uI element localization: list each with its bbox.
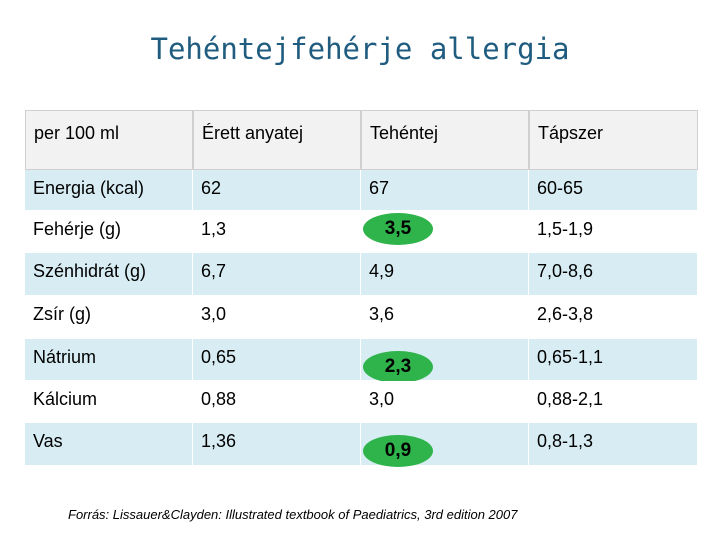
highlighted-value: 2,3 <box>363 351 433 383</box>
table-cell: 3,0 <box>361 381 529 423</box>
table-cell: Vas <box>25 423 193 466</box>
table-cell: 4,9 <box>361 253 529 296</box>
table-cell: 0,65-1,1 <box>529 339 698 381</box>
table-cell: Kálcium <box>25 381 193 423</box>
table-cell: 3,0 <box>193 296 361 339</box>
table-cell: Fehérje (g) <box>25 211 193 253</box>
header-cell: Érett anyatej <box>193 110 361 170</box>
footnote: Forrás: Lissauer&Clayden: Illustrated te… <box>68 507 518 522</box>
table-cell: 0,65 <box>193 339 361 381</box>
table-cell: Zsír (g) <box>25 296 193 339</box>
table-cell: 6,7 <box>193 253 361 296</box>
table-cell: Nátrium <box>25 339 193 381</box>
table-cell: 67 <box>361 170 529 211</box>
highlighted-value: 0,9 <box>363 435 433 467</box>
header-cell: Tehéntej <box>361 110 529 170</box>
table-cell: 1,36 <box>193 423 361 466</box>
table-cell: Szénhidrát (g) <box>25 253 193 296</box>
table: per 100 ml Érett anyatej Tehéntej Tápszer En… <box>25 110 698 467</box>
header-cell: Tápszer <box>529 110 698 170</box>
table-cell: 0,88-2,1 <box>529 381 698 423</box>
table-cell: 0,8-1,3 <box>529 423 698 466</box>
table-cell: 1,3 <box>193 211 361 253</box>
table-cell: 0,88 <box>193 381 361 423</box>
table-cell: 3,6 <box>361 296 529 339</box>
slide-title: Tehéntejfehérje allergia <box>150 32 570 66</box>
table-cell: 2,6-3,8 <box>529 296 698 339</box>
table-cell: 62 <box>193 170 361 211</box>
table-cell: 1,5-1,9 <box>529 211 698 253</box>
table-cell: 7,0-8,6 <box>529 253 698 296</box>
highlighted-value: 3,5 <box>363 213 433 245</box>
table-cell: 60-65 <box>529 170 698 211</box>
table-cell: Energia (kcal) <box>25 170 193 211</box>
header-cell: per 100 ml <box>25 110 193 170</box>
